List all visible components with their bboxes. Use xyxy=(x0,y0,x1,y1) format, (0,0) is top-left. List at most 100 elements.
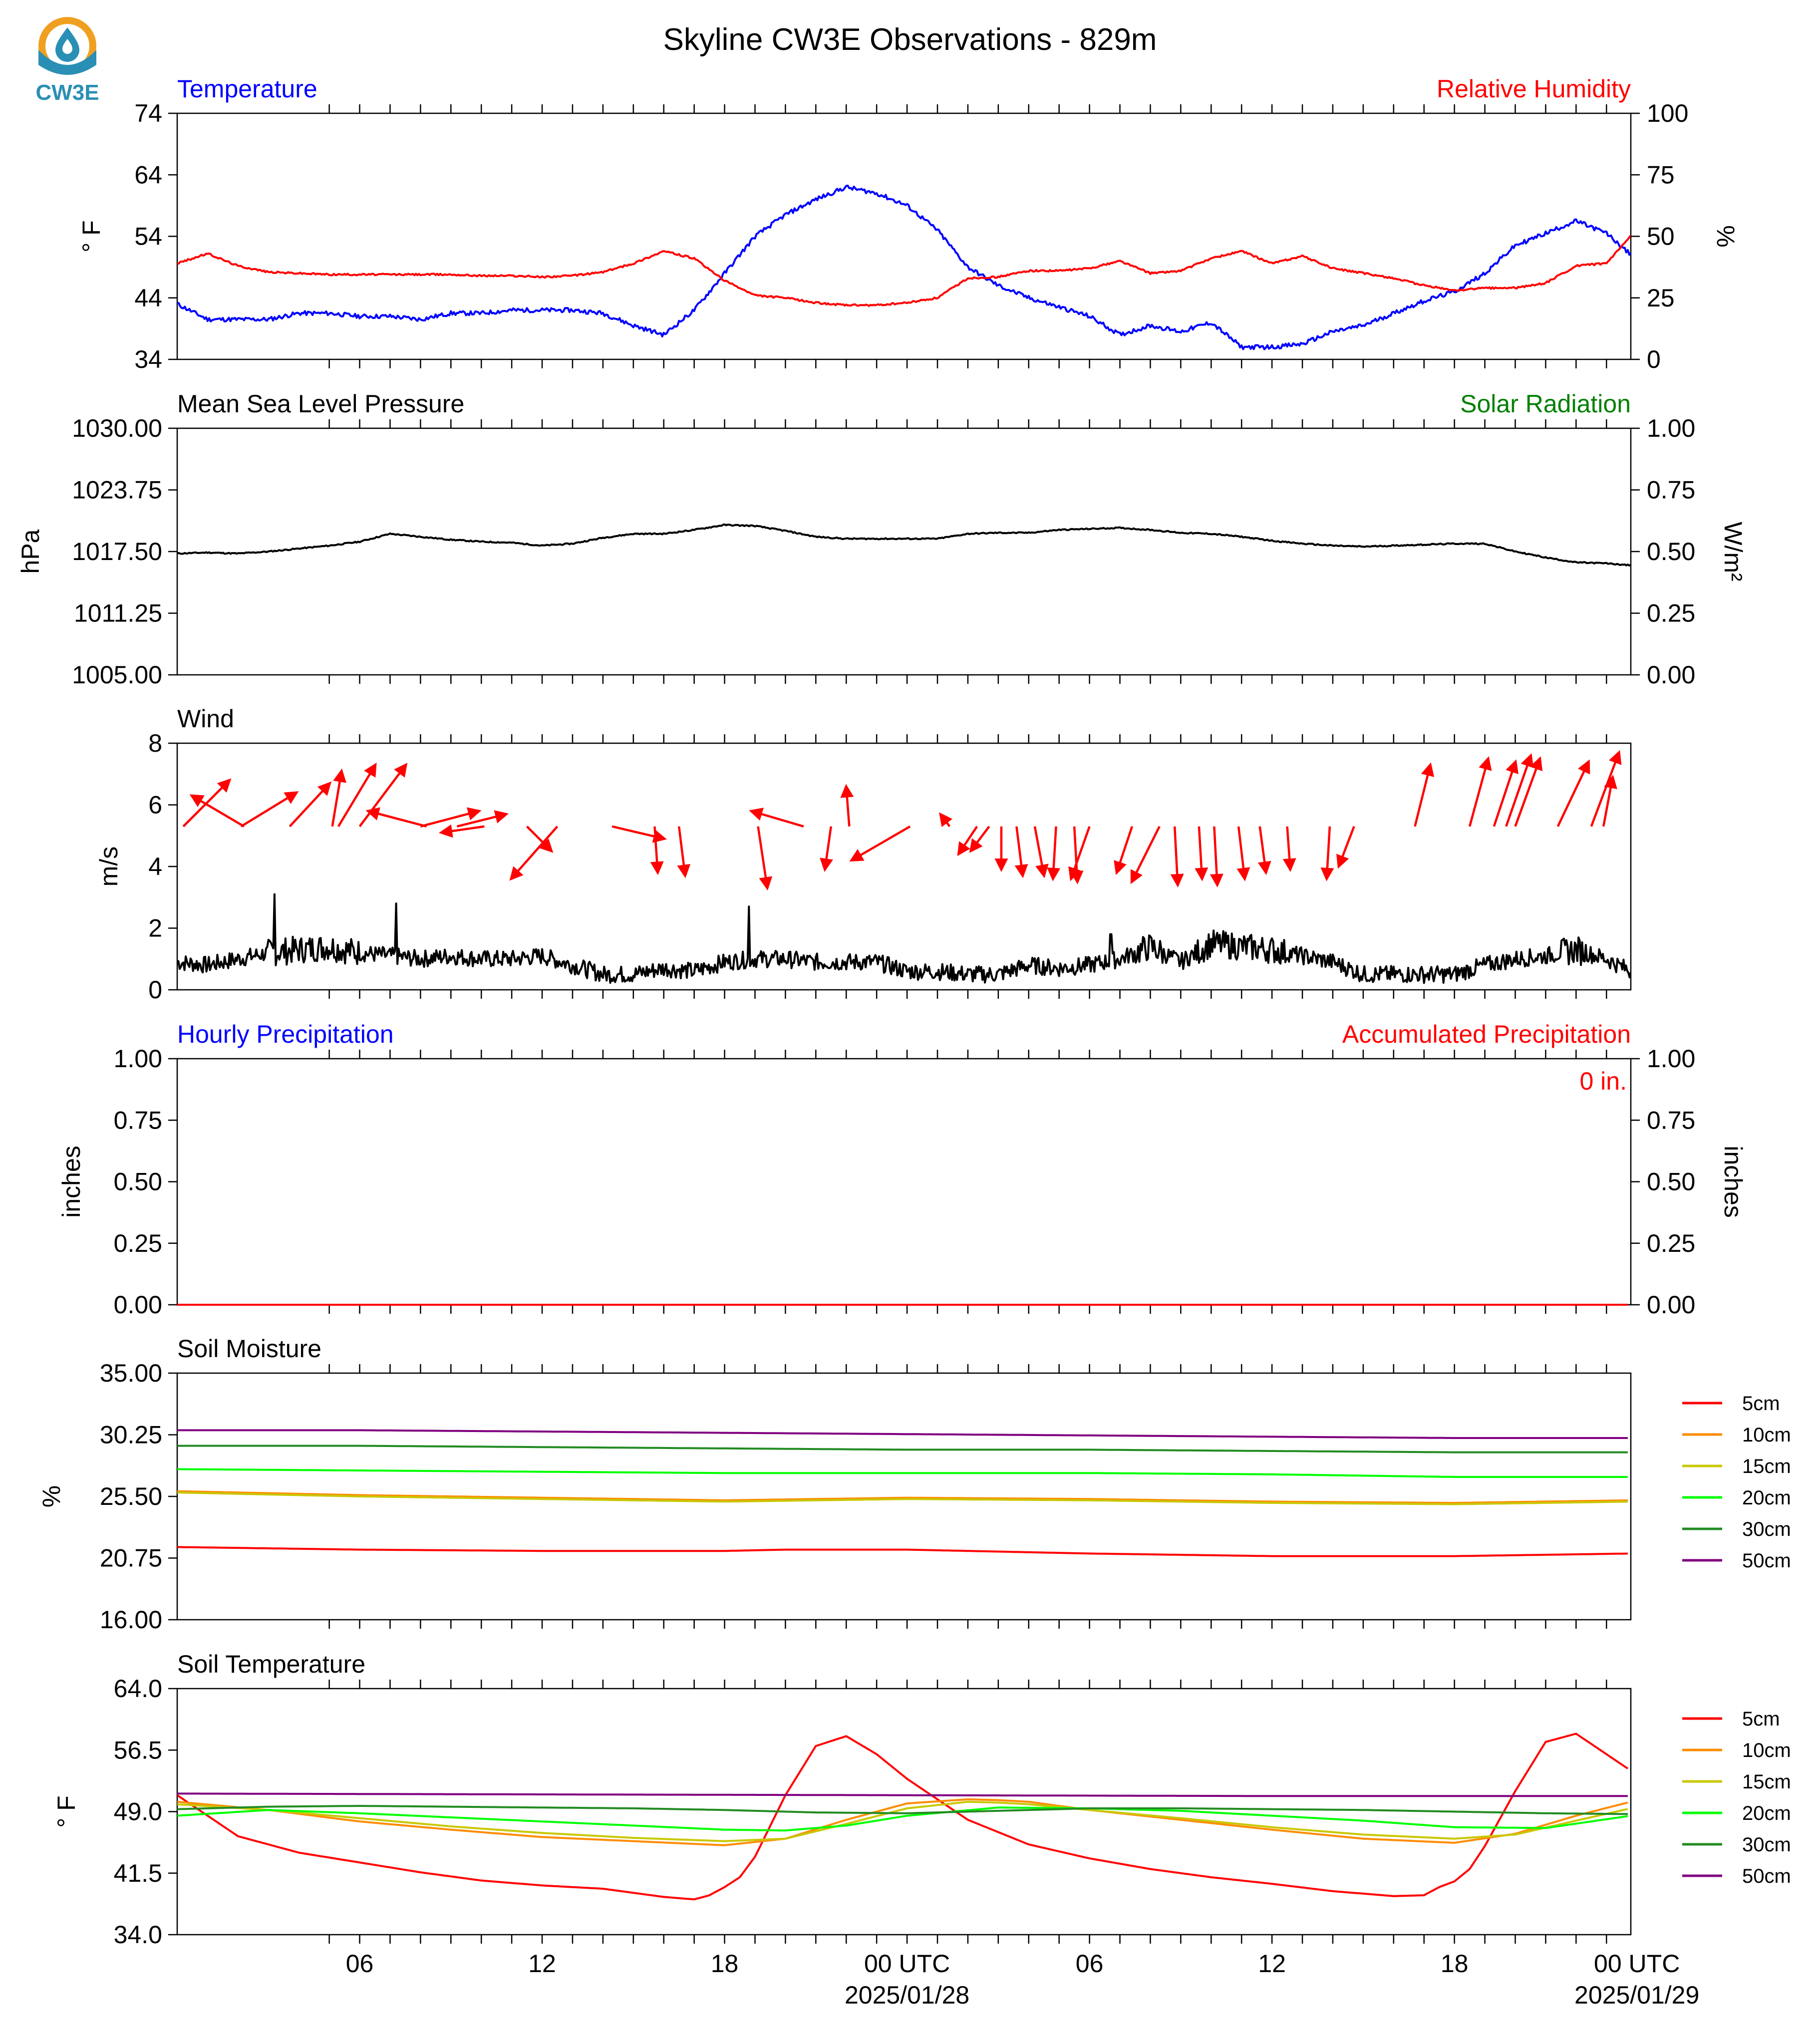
panel-precip: 1.00 0.75 0.50 0.25 0.00 1.00 0.75 0.50 0.25 0.00… xyxy=(57,1020,1747,1319)
wind-arrow xyxy=(820,826,833,872)
wind-arrow xyxy=(1195,826,1209,881)
legend-label-5cm: 5cm xyxy=(1742,1393,1780,1415)
panel-soil_temperature: 64.0 56.5 49.0 41.5 34.0 Soil Temperature ° F 5… xyxy=(52,1650,1791,1949)
x-tick-label: 00 UTC xyxy=(1594,1950,1680,1978)
y-tick-label: 34 xyxy=(134,345,162,373)
panel-title-left: Mean Sea Level Pressure xyxy=(177,390,464,418)
logo-text: CW3E xyxy=(35,80,99,105)
wind-arrow xyxy=(1493,759,1518,827)
wind-arrow xyxy=(240,791,299,828)
wind-arrow xyxy=(365,807,427,828)
x-tick-label: 18 xyxy=(1441,1950,1469,1978)
y-tick-label: 0.00 xyxy=(114,1291,162,1319)
series-line-5cm xyxy=(177,1546,1628,1557)
plot-area xyxy=(177,893,1631,984)
wind-arrow xyxy=(1336,826,1355,869)
wind-arrow xyxy=(1257,826,1271,875)
wind-arrow xyxy=(1602,775,1617,827)
wind-arrow xyxy=(1170,826,1184,888)
wind-arrow xyxy=(677,826,691,878)
y-tick-label-right: 1.00 xyxy=(1647,414,1695,442)
panel-title-left: Wind xyxy=(177,705,234,733)
accumulated-total-label: 0 in. xyxy=(1579,1067,1627,1095)
y-tick-label-right: 0.25 xyxy=(1647,599,1695,627)
legend-label-10cm: 10cm xyxy=(1742,1739,1791,1761)
y-axis-label: % xyxy=(37,1485,65,1507)
plot-area xyxy=(177,1429,1628,1557)
wind-arrow xyxy=(757,826,773,891)
y-tick-label-right: 0.00 xyxy=(1647,1291,1695,1319)
y-tick-label: 20.75 xyxy=(100,1544,162,1572)
panel-title-right: Accumulated Precipitation xyxy=(1342,1020,1631,1048)
legend-label-20cm: 20cm xyxy=(1742,1487,1791,1509)
cw3e-logo: CW3E xyxy=(27,15,107,105)
panel-title-left: Hourly Precipitation xyxy=(177,1020,394,1048)
wind-arrow xyxy=(1068,826,1091,881)
y-tick-label: 34.0 xyxy=(114,1921,162,1949)
wind-arrow xyxy=(1070,826,1084,884)
wind-arrow xyxy=(611,825,667,843)
plot-frame xyxy=(176,427,1632,676)
y-tick-label: 1011.25 xyxy=(74,599,162,627)
y-tick-label: 74 xyxy=(134,99,162,127)
y-axis-label: hPa xyxy=(16,529,44,574)
wind-arrow xyxy=(439,824,485,838)
y-tick-label: 8 xyxy=(148,729,162,757)
y-tick-label: 0.75 xyxy=(114,1106,162,1134)
x-tick-label: 00 UTC xyxy=(864,1950,950,1978)
plot-area xyxy=(177,523,1631,567)
wind-arrow xyxy=(939,812,953,828)
series-line-30cm xyxy=(177,1805,1628,1815)
y-tick-label-right: 0.75 xyxy=(1647,1106,1695,1134)
series-line-pressure-0 xyxy=(177,523,1631,567)
y-tick-label: 6 xyxy=(148,791,162,819)
panel-title-left: Soil Moisture xyxy=(177,1335,321,1363)
plot-area xyxy=(177,185,1631,350)
y-tick-label-right: 0.50 xyxy=(1647,538,1695,566)
series-line-50cm xyxy=(177,1792,1628,1797)
wind-arrow xyxy=(509,826,559,881)
y-tick-label-right: 0.50 xyxy=(1647,1168,1695,1196)
legend: 5cm 10cm 15cm 20cm 30cm 50cm xyxy=(1682,1708,1791,1887)
wind-arrow xyxy=(1414,762,1435,827)
panel-soil_moisture: 35.00 30.25 25.50 20.75 16.00 Soil Moisture% 5… xyxy=(37,1335,1791,1634)
wind-arrow xyxy=(289,781,332,828)
legend-label-5cm: 5cm xyxy=(1742,1708,1780,1730)
y-tick-label: 1023.75 xyxy=(72,476,162,504)
wind-arrow xyxy=(1320,826,1334,881)
y-axis-label: inches xyxy=(57,1146,85,1218)
y-tick-label: 64 xyxy=(134,161,162,189)
y-tick-label: 4 xyxy=(148,853,162,880)
y-tick-label-right: 75 xyxy=(1647,161,1675,189)
panel-wind: 8 6 4 2 0 Wind m/s xyxy=(95,705,1632,1004)
legend-label-50cm: 50cm xyxy=(1742,1550,1791,1572)
y-tick-label: 49.0 xyxy=(114,1798,162,1826)
panel-title-left: Temperature xyxy=(177,75,317,103)
legend-label-30cm: 30cm xyxy=(1742,1834,1791,1856)
series-line-15cm xyxy=(177,1800,1628,1842)
wind-arrow xyxy=(1033,826,1049,878)
y-tick-label: 64.0 xyxy=(114,1675,162,1703)
y-tick-label: 35.00 xyxy=(100,1359,162,1387)
y-tick-label: 44 xyxy=(134,284,162,312)
wind-arrow xyxy=(420,807,482,828)
series-line-10cm xyxy=(177,1490,1628,1504)
panel-title-left: Soil Temperature xyxy=(177,1650,365,1678)
wind-arrow xyxy=(1236,826,1250,881)
wind-arrow xyxy=(1590,750,1622,827)
series-line-10cm xyxy=(177,1798,1628,1846)
y-axis-label-right: W/m² xyxy=(1719,522,1747,581)
cw3e-logo-mark: CW3E xyxy=(35,17,99,105)
wind-arrow xyxy=(957,826,978,857)
y-tick-label: 0.50 xyxy=(114,1168,162,1196)
y-tick-label: 16.00 xyxy=(100,1606,162,1634)
wind-arrow xyxy=(1282,826,1296,872)
wind-arrow xyxy=(337,762,377,827)
y-tick-label: 0 xyxy=(148,976,162,1004)
y-tick-label: 25.50 xyxy=(100,1482,162,1510)
series-line-30cm xyxy=(177,1445,1628,1453)
wind-arrow xyxy=(1505,753,1534,827)
y-tick-label: 1017.50 xyxy=(72,538,162,566)
y-tick-label: 54 xyxy=(134,223,162,251)
wind-arrow xyxy=(189,794,245,828)
